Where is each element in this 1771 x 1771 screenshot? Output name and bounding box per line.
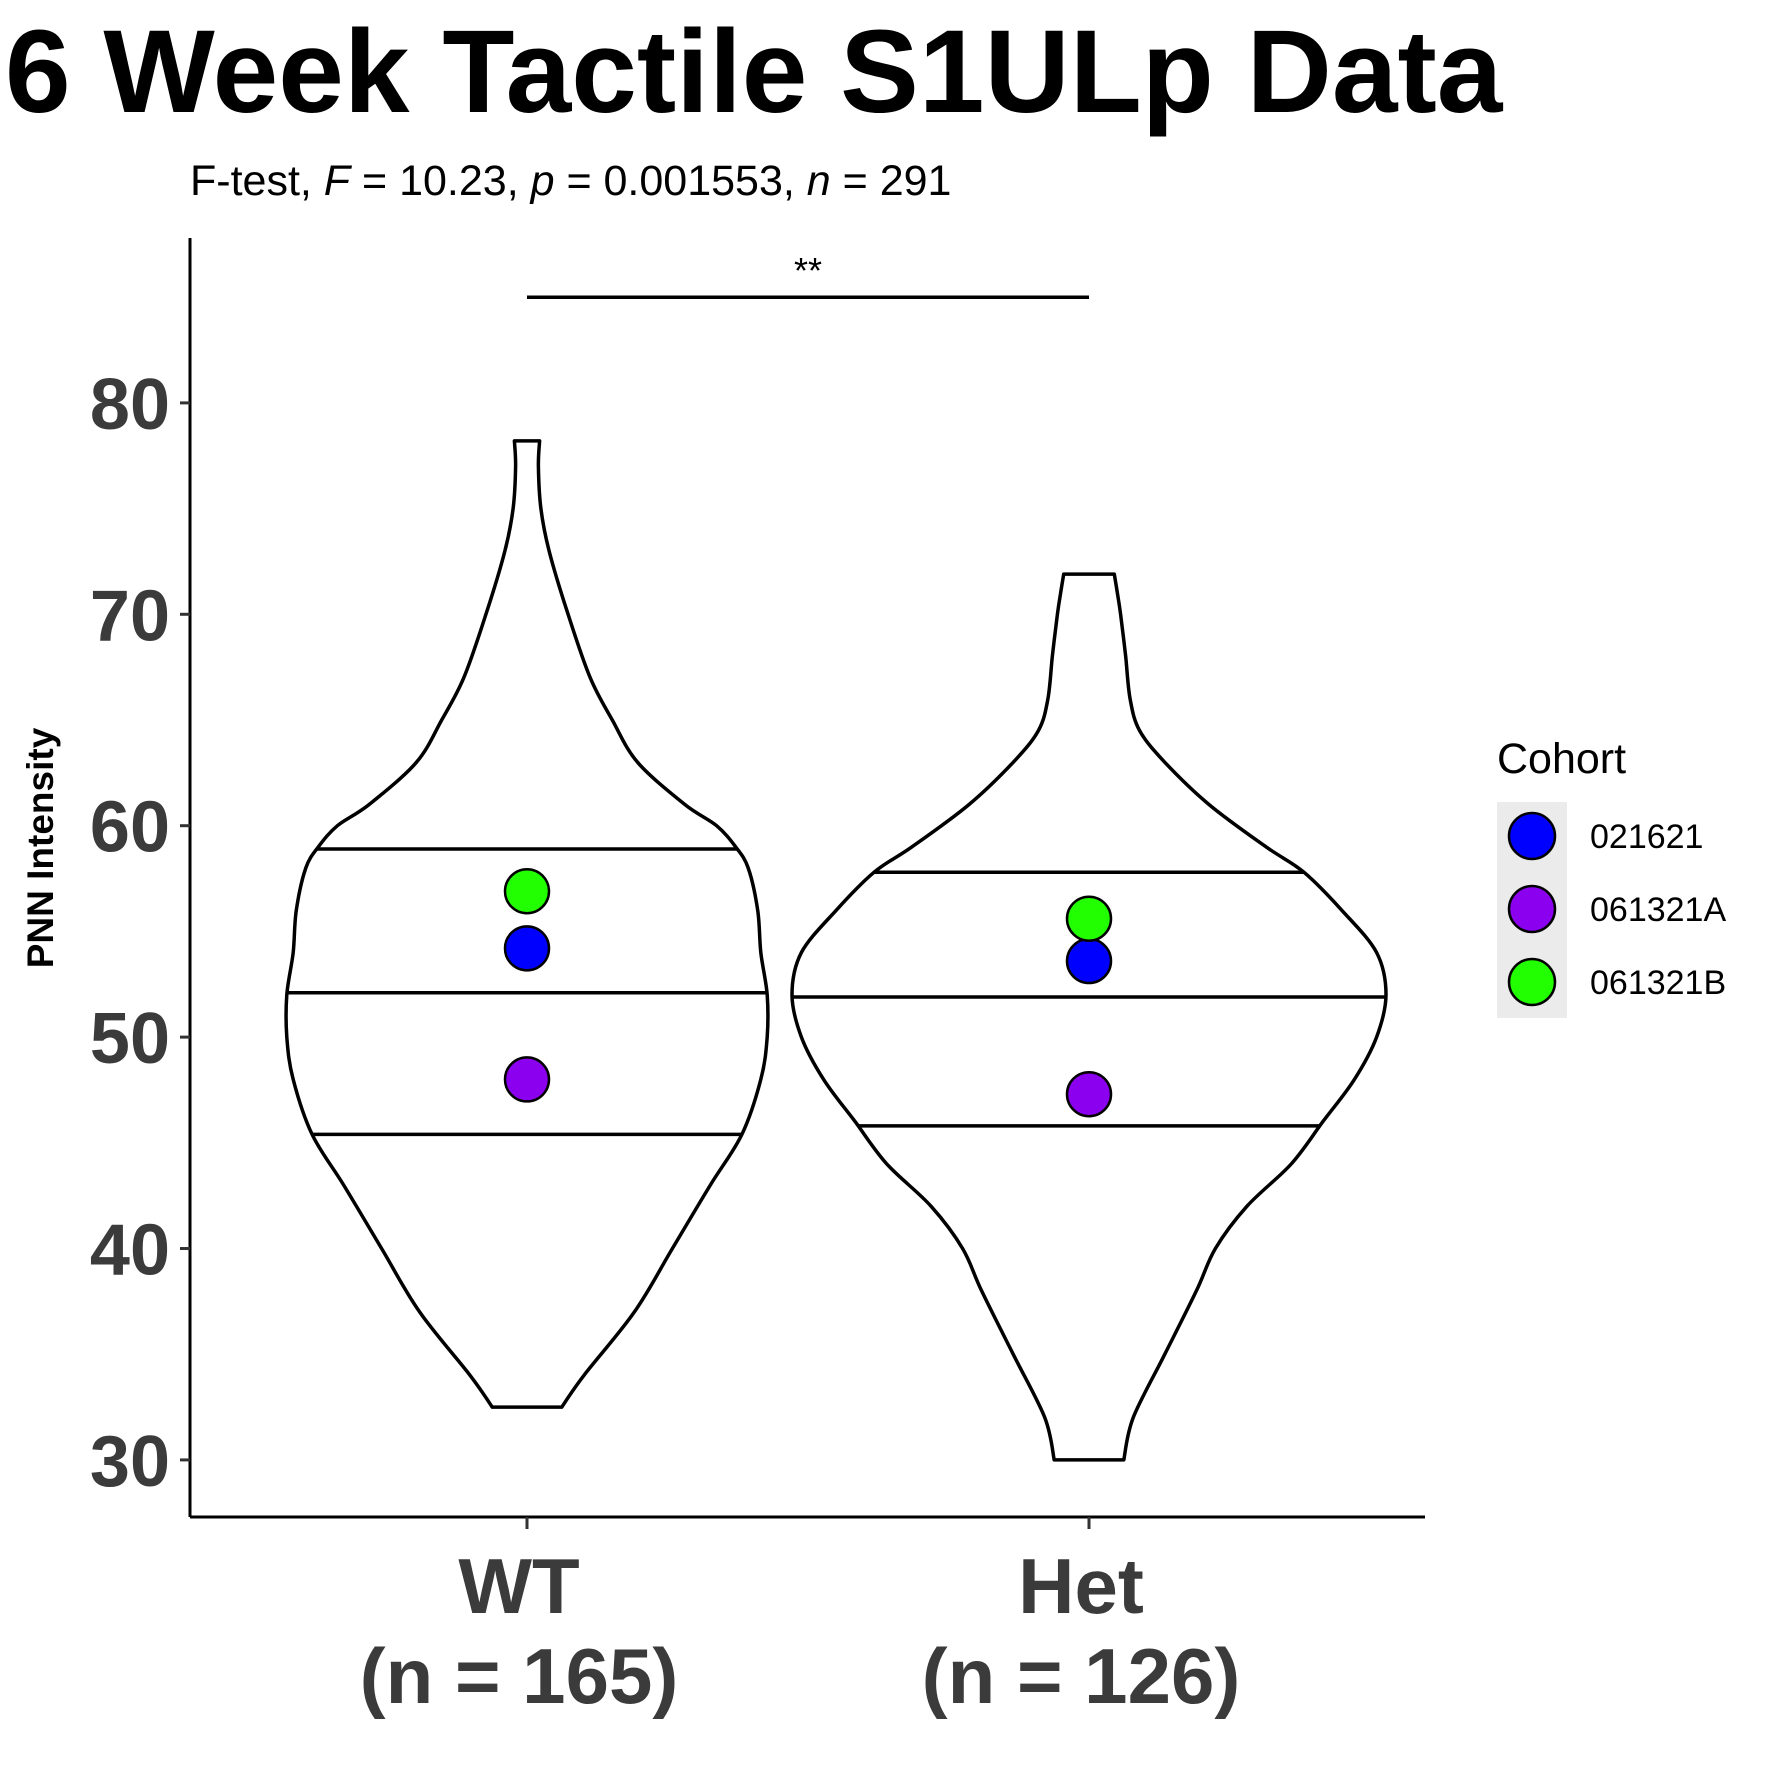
cohort-point bbox=[1065, 937, 1113, 985]
significance-label: ** bbox=[794, 250, 822, 291]
x-tick-n-label: (n = 126) bbox=[922, 1632, 1241, 1720]
legend-key-swatch bbox=[1507, 811, 1557, 861]
y-tick-label: 70 bbox=[90, 576, 170, 656]
y-axis-label: PNN Intensity bbox=[20, 727, 61, 968]
subtitle-p-value: = 0.001553, bbox=[555, 157, 807, 205]
chart-title: 6 Week Tactile S1ULp Data bbox=[5, 6, 1504, 138]
cohort-point bbox=[503, 925, 551, 972]
cohort-point bbox=[503, 867, 551, 915]
y-tick-label: 40 bbox=[90, 1211, 170, 1291]
legend-key-label: 021621 bbox=[1590, 818, 1703, 856]
legend-key-swatch bbox=[1507, 884, 1557, 934]
subtitle-n-value: = 291 bbox=[831, 157, 952, 205]
legend-key-swatch bbox=[1507, 957, 1557, 1007]
y-tick-label: 80 bbox=[90, 365, 170, 445]
cohort-point bbox=[1065, 1070, 1113, 1118]
legend-title: Cohort bbox=[1497, 735, 1626, 783]
legend: Cohort 021621 061321A 061321B bbox=[1497, 735, 1726, 1018]
subtitle-f-value: = 10.23, bbox=[350, 157, 531, 205]
x-tick-label: Het bbox=[1018, 1542, 1144, 1630]
x-tick-n-label: (n = 165) bbox=[360, 1632, 679, 1720]
cohort-point bbox=[503, 1056, 551, 1103]
plot-area: 30 40 50 60 70 80 WT(n = 165) Het(n = 126) ** bbox=[90, 238, 1425, 1720]
y-tick-label: 50 bbox=[90, 999, 170, 1079]
violin-het bbox=[790, 572, 1388, 1462]
y-tick-label: 60 bbox=[90, 788, 170, 868]
subtitle-f-symbol: F bbox=[324, 157, 353, 205]
x-tick-label: WT bbox=[458, 1542, 579, 1630]
subtitle-n-symbol: n bbox=[807, 157, 831, 205]
chart-subtitle: F-test, F = 10.23, p = 0.001553, n = 291 bbox=[190, 157, 951, 205]
legend-key-label: 061321B bbox=[1590, 964, 1726, 1002]
cohort-point bbox=[1065, 895, 1113, 942]
legend-key-label: 061321A bbox=[1590, 891, 1726, 929]
subtitle-p-symbol: p bbox=[529, 157, 555, 205]
violin-wt bbox=[284, 439, 770, 1409]
subtitle-prefix: F-test, bbox=[190, 157, 324, 205]
y-tick-label: 30 bbox=[90, 1422, 170, 1502]
